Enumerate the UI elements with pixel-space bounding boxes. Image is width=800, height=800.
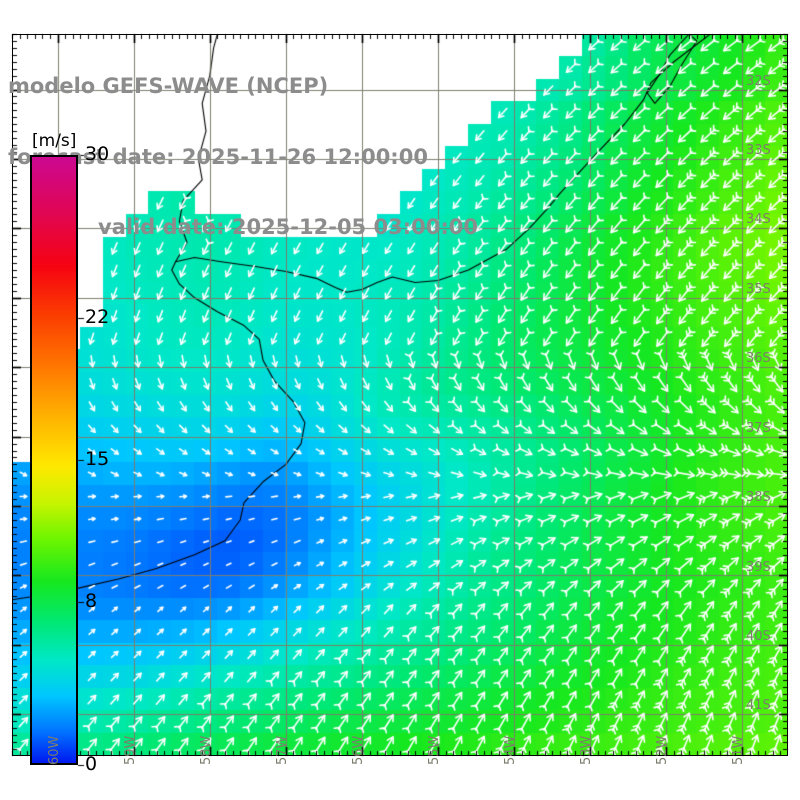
latitude-tick-label: 41S: [746, 698, 771, 714]
colorbar-tick-label: 30: [85, 143, 110, 165]
latitude-tick-label: 35S: [746, 281, 771, 297]
latitude-tick-label: 32S: [746, 73, 771, 89]
longitude-tick-label: 52W: [655, 735, 671, 765]
longitude-tick-label: 53W: [579, 735, 595, 765]
colorbar[interactable]: [30, 155, 78, 765]
colorbar-tick-label: 15: [85, 448, 110, 470]
longitude-tick-label: 51W: [731, 735, 747, 765]
longitude-tick-label: 54W: [503, 735, 519, 765]
longitude-tick-label: 55W: [427, 735, 443, 765]
valid-date: valid date: 2025-12-05 03:00:00: [98, 215, 478, 240]
latitude-tick-label: 34S: [746, 212, 771, 228]
latitude-tick-label: 36S: [746, 351, 771, 367]
colorbar-unit-label: [m/s]: [32, 131, 77, 151]
longitude-tick-label: 56W: [350, 735, 366, 765]
colorbar-tick-label: 22: [85, 305, 110, 328]
longitude-tick-label: 60W: [46, 735, 62, 765]
longitude-tick-label: 59W: [122, 735, 138, 765]
longitude-tick-label: 58W: [198, 735, 214, 765]
longitude-tick-label: 57W: [274, 735, 290, 765]
latitude-tick-label: 37S: [746, 420, 771, 436]
latitude-tick-label: 38S: [746, 490, 771, 506]
model-title: modelo GEFS-WAVE (NCEP): [8, 74, 329, 99]
latitude-tick-label: 40S: [746, 628, 771, 644]
colorbar-tick-label: 8: [85, 590, 98, 613]
latitude-tick-label: 33S: [746, 142, 771, 158]
colorbar-tick-label: 0: [85, 753, 98, 775]
latitude-tick-label: 39S: [746, 559, 771, 575]
